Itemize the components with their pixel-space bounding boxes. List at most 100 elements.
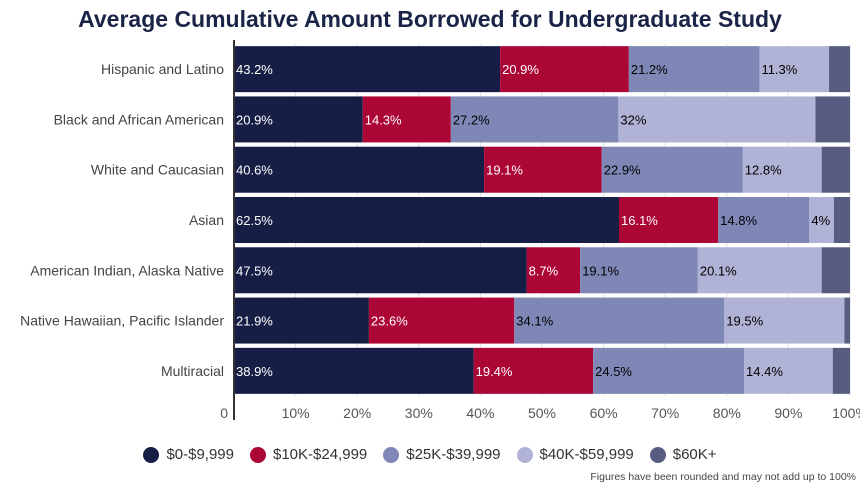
data-label: 8.7%: [529, 263, 559, 278]
x-tick-label: 30%: [405, 405, 433, 421]
category-label: Native Hawaiian, Pacific Islander: [20, 313, 224, 329]
bar-segment: [718, 197, 810, 243]
data-label: 47.5%: [236, 263, 273, 278]
data-label: 19.5%: [726, 314, 763, 329]
data-label: 27.2%: [453, 112, 490, 127]
category-label: Hispanic and Latino: [101, 61, 224, 77]
bar-segment: [844, 297, 850, 344]
x-tick-label: 0: [220, 405, 228, 421]
legend-item: $10K-$24,999: [250, 446, 367, 463]
bar-segment: [234, 197, 619, 243]
bar-segment: [815, 96, 850, 143]
category-label: Asian: [189, 212, 224, 228]
data-label: 19.4%: [476, 364, 513, 379]
bar-segment: [580, 247, 698, 294]
bar-segment: [234, 297, 369, 344]
x-tick-label: 20%: [343, 405, 371, 421]
bar-segment: [742, 146, 822, 193]
legend-label: $10K-$24,999: [273, 446, 368, 463]
category-label: Black and African American: [54, 111, 224, 127]
data-label: 40.6%: [236, 163, 273, 178]
bar-segment: [593, 347, 745, 394]
chart-footnote: Figures have been rounded and may not ad…: [590, 471, 856, 483]
legend-item: $25K-$39,999: [383, 446, 501, 463]
bar-segment: [526, 247, 581, 294]
data-label: 21.2%: [631, 62, 668, 77]
legend-item: $0-$9,999: [143, 446, 234, 463]
bar-segment: [809, 197, 834, 243]
data-label: 43.2%: [236, 62, 273, 77]
bar-segment: [601, 146, 743, 193]
bar-segment: [821, 247, 850, 294]
chart-title: Average Cumulative Amount Borrowed for U…: [78, 6, 782, 32]
bar-segment: [832, 347, 850, 394]
data-label: 12.8%: [745, 163, 782, 178]
bar-segment: [821, 146, 850, 193]
bar-segment: [744, 347, 833, 394]
bar-segment: [724, 297, 845, 344]
bar-segment: [234, 247, 527, 294]
legend-label: $60K+: [672, 446, 717, 463]
category-label: Multiracial: [161, 363, 224, 379]
data-label: 14.4%: [746, 364, 783, 379]
bar-segment: [234, 347, 474, 394]
x-tick-label: 80%: [713, 405, 741, 421]
category-label: American Indian, Alaska Native: [30, 262, 224, 278]
data-label: 20.9%: [502, 62, 539, 77]
bar-segment: [473, 347, 594, 394]
bar-segment: [234, 46, 501, 93]
bar-segment: [362, 96, 451, 143]
legend-swatch: [383, 446, 400, 463]
data-label: 34.1%: [516, 314, 553, 329]
bar-segment: [234, 96, 363, 143]
data-label: 16.1%: [621, 213, 658, 228]
data-label: 21.9%: [236, 314, 273, 329]
data-label: 19.1%: [582, 263, 619, 278]
chart-legend: $0-$9,999 $10K-$24,999 $25K-$39,999 $40K-$5…: [0, 446, 860, 463]
bar-segment: [500, 46, 629, 93]
data-label: 14.8%: [720, 213, 757, 228]
bar-segment: [484, 146, 602, 193]
bar-segment: [368, 297, 515, 344]
data-label: 20.1%: [700, 263, 737, 278]
legend-swatch: [250, 446, 266, 463]
data-label: 23.6%: [371, 314, 408, 329]
x-tick-label: 10%: [282, 405, 310, 421]
x-tick-label: 40%: [466, 405, 494, 421]
data-label: 14.3%: [365, 112, 402, 127]
bar-segment: [234, 146, 485, 193]
data-label: 62.5%: [236, 213, 273, 228]
x-tick-label: 50%: [528, 405, 556, 421]
bar-segment: [628, 46, 760, 93]
x-tick-label: 90%: [774, 405, 802, 421]
bar-segment: [829, 46, 850, 93]
legend-item: $60K+: [649, 446, 717, 463]
category-label: White and Caucasian: [91, 162, 224, 178]
bar-segment: [450, 96, 619, 143]
data-label: 4%: [811, 213, 830, 228]
legend-label: $40K-$59,999: [539, 446, 634, 463]
bar-segment: [833, 197, 850, 243]
data-label: 19.1%: [486, 163, 523, 178]
legend-item: $40K-$59,999: [516, 446, 634, 463]
x-tick-label: 70%: [651, 405, 679, 421]
data-label: 22.9%: [604, 163, 641, 178]
bar-segment: [514, 297, 725, 344]
data-label: 38.9%: [236, 364, 273, 379]
bar-segment: [619, 197, 719, 243]
bar-segment: [759, 46, 830, 93]
legend-label: $0-$9,999: [166, 446, 234, 463]
legend-swatch: [516, 446, 533, 463]
data-label: 32%: [620, 112, 646, 127]
legend-swatch: [649, 446, 666, 463]
x-tick-label: 60%: [590, 405, 618, 421]
data-label: 11.3%: [761, 62, 797, 77]
bar-segment: [697, 247, 822, 294]
data-label: 24.5%: [595, 364, 632, 379]
legend-swatch: [143, 446, 160, 463]
data-label: 20.9%: [236, 112, 273, 127]
bar-segment: [618, 96, 816, 143]
x-tick-label: 100%: [832, 405, 860, 421]
